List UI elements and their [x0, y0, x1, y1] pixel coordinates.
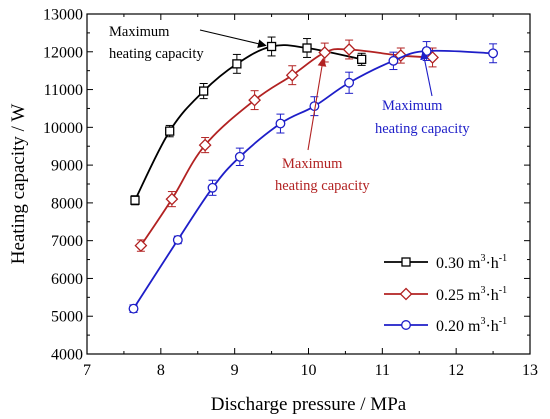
data-point — [172, 234, 183, 245]
data-point — [344, 77, 355, 88]
y-axis-label: Heating capacity / W — [8, 104, 29, 265]
data-point — [198, 138, 212, 152]
y-tick-label: 7000 — [51, 233, 83, 250]
legend-label-mid: ·h — [485, 287, 498, 304]
series-1 — [134, 39, 439, 252]
data-point — [342, 43, 356, 56]
x-tick-label: 11 — [375, 362, 390, 379]
legend-label-sup: 3 — [480, 285, 485, 296]
data-point — [165, 192, 179, 206]
annotation-line2: heating capacity — [375, 121, 470, 137]
legend-entry-2: 0.20 m3·h-1 — [384, 316, 507, 335]
legend-marker — [399, 287, 413, 301]
annotation-0: Maximum heating capacity — [109, 24, 267, 62]
data-point — [285, 68, 299, 82]
x-axis-label: Discharge pressure / MPa — [211, 394, 407, 415]
y-tick-label: 4000 — [51, 347, 83, 364]
legend-label-sup2: -1 — [499, 316, 507, 327]
legend-label-sup: 3 — [480, 316, 485, 327]
legend-entry-0: 0.30 m3·h-1 — [384, 253, 507, 272]
data-point — [128, 303, 139, 314]
series-0 — [130, 36, 367, 206]
data-point — [130, 195, 140, 205]
legend-label-sup2: -1 — [499, 285, 507, 296]
legend-label-main: 0.25 m — [436, 287, 481, 304]
x-tick-label: 10 — [301, 362, 317, 379]
legend-label: 0.20 m3·h-1 — [436, 316, 507, 335]
data-point — [388, 55, 399, 66]
data-point — [302, 43, 312, 53]
series-line — [132, 49, 494, 310]
legend-label-mid: ·h — [485, 318, 498, 335]
legend-label-main: 0.30 m — [436, 255, 481, 272]
x-tick-label: 7 — [83, 362, 91, 379]
data-point — [357, 54, 367, 64]
y-tick-label: 9000 — [51, 158, 83, 175]
annotation-arrow — [199, 29, 267, 49]
y-tick-label: 12000 — [43, 44, 83, 61]
legend-label-sup: 3 — [480, 253, 485, 264]
series-2 — [128, 41, 499, 314]
x-tick-label: 13 — [522, 362, 538, 379]
series-line — [140, 48, 433, 247]
data-point — [275, 118, 286, 129]
legend-marker — [401, 320, 411, 330]
annotation-line2: heating capacity — [275, 178, 370, 194]
series-line — [134, 44, 362, 201]
data-point — [134, 239, 148, 252]
data-point — [318, 46, 332, 59]
data-point — [207, 182, 218, 193]
x-tick-label: 8 — [157, 362, 165, 379]
legend-label: 0.30 m3·h-1 — [436, 253, 507, 272]
y-tick-label: 8000 — [51, 195, 83, 212]
data-point — [248, 93, 262, 107]
annotation-arrow — [420, 50, 433, 97]
annotation-line2: heating capacity — [109, 46, 204, 62]
legend-label-main: 0.20 m — [436, 318, 481, 335]
annotation-arrow — [307, 57, 327, 151]
legend-label-mid: ·h — [485, 255, 498, 272]
annotation-line1: Maximum — [382, 98, 443, 114]
data-point — [199, 86, 209, 96]
y-tick-label: 6000 — [51, 271, 83, 288]
y-tick-label: 10000 — [43, 120, 83, 137]
annotation-1: Maximum heating capacity — [375, 50, 470, 137]
annotation-2: Maximum heating capacity — [275, 57, 370, 194]
data-point — [266, 41, 277, 52]
legend-label: 0.25 m3·h-1 — [436, 285, 507, 304]
y-tick-label: 5000 — [51, 309, 83, 326]
x-tick-label: 9 — [231, 362, 239, 379]
legend-marker — [401, 257, 411, 267]
annotation-line1: Maximum — [282, 156, 343, 172]
data-point — [232, 59, 242, 69]
data-point — [165, 126, 175, 136]
y-tick-label: 11000 — [44, 82, 83, 99]
legend-entry-1: 0.25 m3·h-1 — [384, 285, 507, 304]
x-tick-label: 12 — [448, 362, 464, 379]
y-tick-label: 13000 — [43, 7, 83, 24]
data-point — [488, 48, 499, 59]
annotation-line1: Maximum — [109, 24, 170, 40]
data-point — [234, 151, 245, 162]
legend-label-sup2: -1 — [499, 253, 507, 264]
